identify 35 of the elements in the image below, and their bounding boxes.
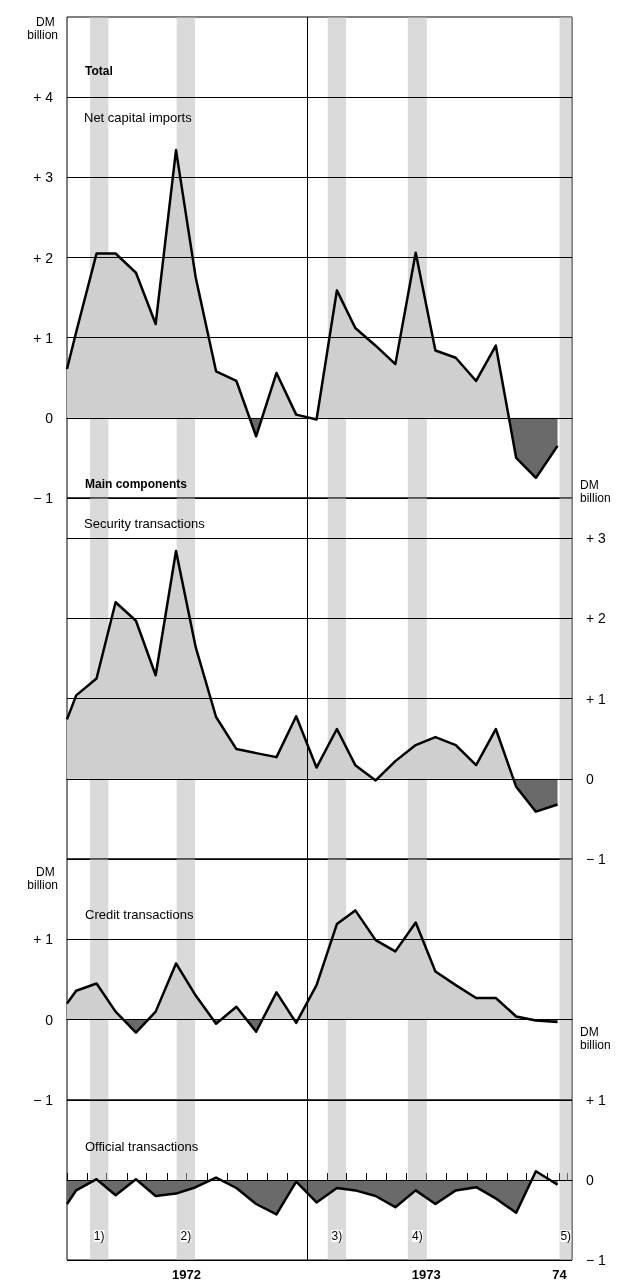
y-tick-label: + 2 — [33, 249, 54, 266]
y2-axis-title: DM billion — [580, 1024, 611, 1052]
y2-tick-label: + 2 — [586, 610, 607, 627]
text: Net capital imports — [84, 110, 193, 125]
y2-axis-title: DM billion — [580, 477, 611, 505]
y2-tick-label: + 3 — [586, 530, 607, 547]
x-tick-label: 1973 — [411, 1267, 441, 1282]
band-label: 1) — [93, 1229, 105, 1243]
y-tick-label: − 1 — [33, 1092, 54, 1108]
band-label: 3) — [331, 1229, 343, 1243]
x-tick-label: 1972 — [172, 1267, 201, 1282]
text: Total — [85, 64, 113, 78]
y2-tick-label: − 1 — [586, 851, 607, 867]
y-tick-label: 0 — [45, 1011, 54, 1028]
y-axis-title: DM billion — [27, 14, 58, 42]
text: Official transactions — [85, 1139, 199, 1154]
y-tick-label: − 1 — [33, 490, 54, 506]
band-label: 2) — [180, 1229, 192, 1243]
x-tick-label: 74 — [552, 1267, 568, 1282]
y2-tick-label: 0 — [586, 770, 594, 787]
text: Security transactions — [84, 516, 206, 531]
y-tick-label: + 4 — [33, 89, 54, 106]
band-label: 4) — [412, 1229, 423, 1243]
text: Credit transactions — [85, 907, 194, 922]
y-axis-title: DM billion — [27, 864, 58, 892]
y2-tick-label: + 1 — [586, 1092, 607, 1108]
y-tick-label: 0 — [45, 409, 54, 426]
y-tick-label: + 3 — [33, 169, 54, 186]
y2-tick-label: − 1 — [586, 1252, 607, 1268]
band-label: 5) — [560, 1229, 572, 1243]
y2-tick-label: + 1 — [586, 690, 607, 707]
y-tick-label: + 1 — [33, 931, 54, 948]
y2-tick-label: 0 — [586, 1172, 594, 1188]
chart-title: Main components — [85, 477, 188, 491]
y-tick-label: + 1 — [33, 329, 54, 346]
